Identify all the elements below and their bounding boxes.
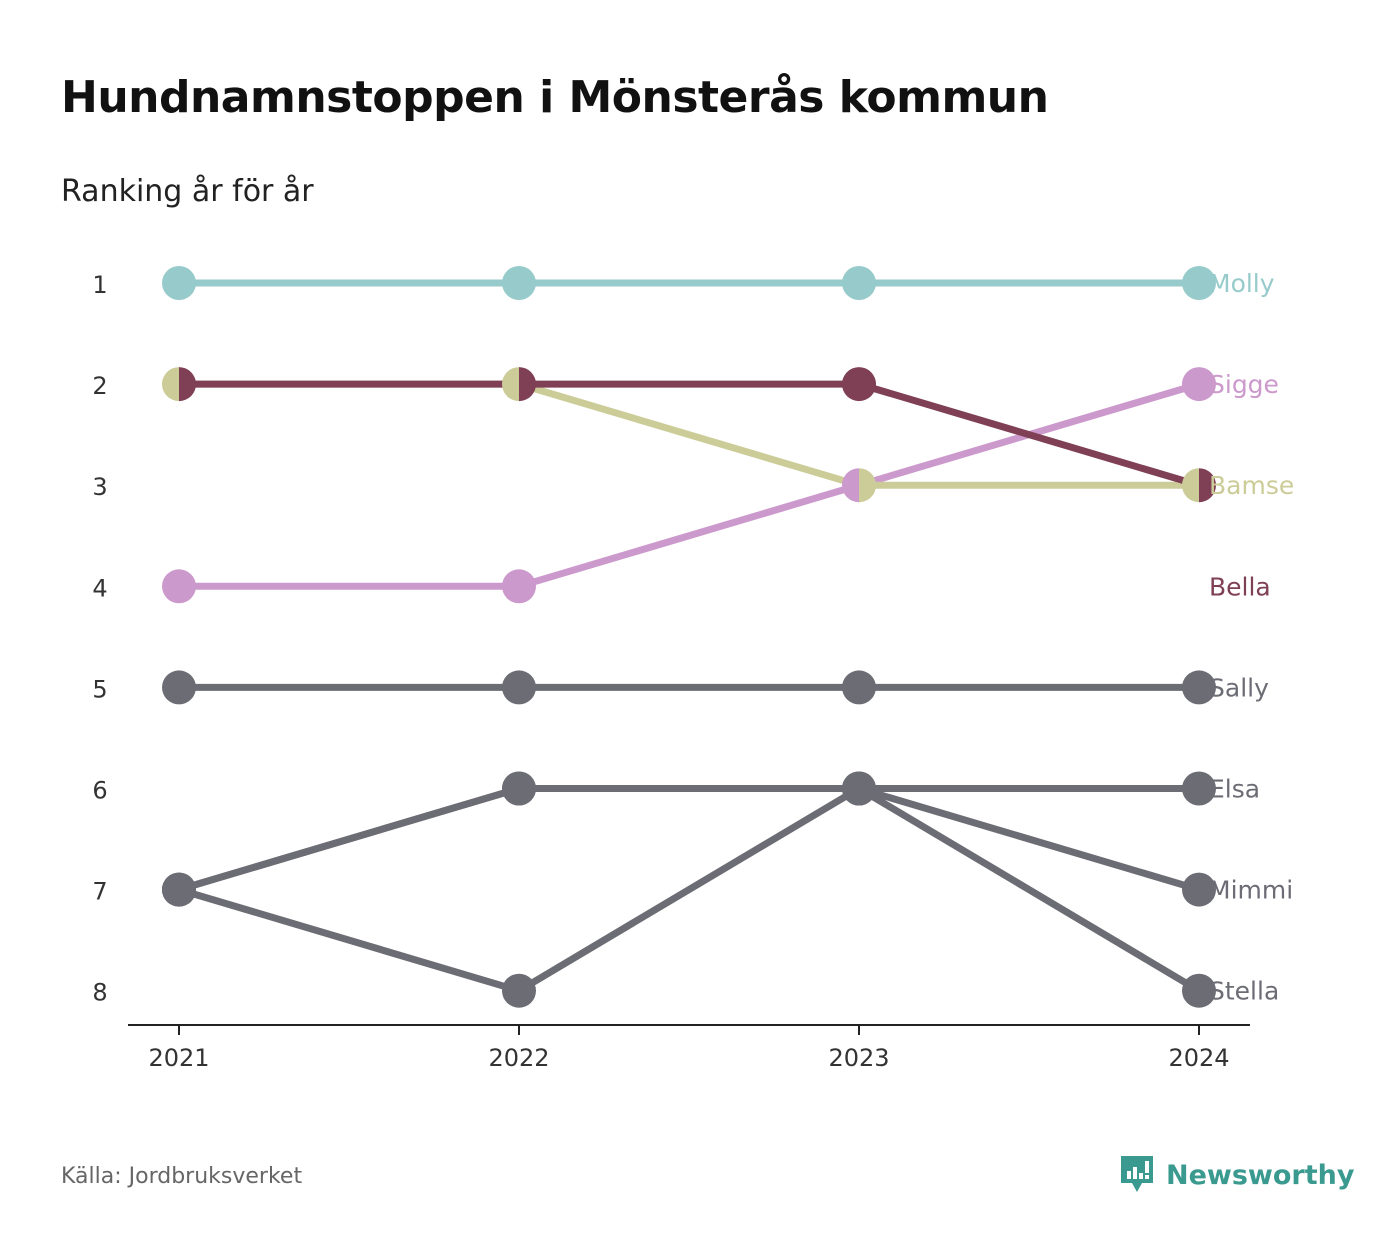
point-molly-2023 [842,266,876,300]
x-tick-label: 2023 [828,1044,889,1072]
series-label-bella: Bella [1209,572,1271,601]
point-sigge-2023 [842,468,859,503]
point-sigge-2024 [1182,367,1216,402]
point-stella-2024 [1182,973,1216,1008]
chart-title: Hundnamnstoppen i Mönsterås kommun [61,72,1049,123]
x-tick-label: 2022 [488,1044,549,1072]
brand-logo[interactable]: Newsworthy [1118,1153,1354,1197]
point-mimmi-2022 [502,771,536,806]
point-mimmi-2024 [1182,872,1216,907]
y-tick-label: 6 [92,777,107,805]
point-bamse-2024 [1182,468,1199,503]
series-label-stella: Stella [1209,977,1279,1006]
y-tick-label: 4 [92,574,107,602]
point-bella-2022 [519,367,536,402]
point-sally-2024 [1182,670,1216,705]
y-axis-ticks: 1 2 3 4 5 6 7 8 [92,271,107,1007]
brand-name: Newsworthy [1166,1159,1355,1191]
series-lines [175,279,1203,995]
newsworthy-logo-icon [1121,1156,1153,1192]
series-points [162,266,1216,1008]
series-label-bamse: Bamse [1209,471,1294,500]
series-label-molly: Molly [1209,269,1275,298]
point-molly-2024 [1182,266,1216,300]
point-sally-2022 [502,670,536,705]
point-bella-2021 [179,367,197,402]
y-tick-label: 2 [92,372,107,400]
series-label-elsa: Elsa [1209,775,1260,804]
source-note: Källa: Jordbruksverket [61,1164,303,1189]
point-bella-2024 [1199,468,1216,503]
point-molly-2022 [502,266,536,300]
x-tick-label: 2024 [1168,1044,1229,1072]
series-line-mimmi [175,785,1203,894]
y-tick-label: 7 [92,878,107,906]
point-bamse-2022 [502,367,519,402]
y-tick-label: 8 [92,979,107,1007]
point-stella-2021 [162,872,196,907]
series-line-bella [175,380,1203,489]
y-tick-label: 1 [92,271,107,299]
point-sigge-2022 [502,569,536,604]
point-bamse-2023 [859,468,876,503]
y-tick-label: 3 [92,473,107,501]
point-bella-2023 [842,367,876,402]
series-labels: Molly Sigge Bamse Bella Sally Elsa Mimmi Stella [1209,269,1294,1006]
point-bamse-2021 [162,367,179,402]
series-label-sally: Sally [1209,673,1269,702]
x-axis: 2021 2022 2023 2024 [128,1024,1250,1072]
series-line-stella [175,785,1203,995]
chart-subtitle: Ranking år för år [61,174,314,209]
point-sigge-2021 [162,569,196,604]
y-tick-label: 5 [92,675,107,703]
point-stella-2022 [502,973,536,1008]
point-molly-2021 [162,266,196,300]
series-label-sigge: Sigge [1209,370,1279,399]
series-line-bamse [175,380,1203,489]
point-sally-2023 [842,670,876,705]
x-tick-label: 2021 [148,1044,209,1072]
series-line-elsa [175,785,1203,894]
point-elsa-2024 [1182,771,1216,806]
point-stella-2023 [842,771,876,806]
point-sally-2021 [162,670,196,705]
series-label-mimmi: Mimmi [1209,876,1293,905]
